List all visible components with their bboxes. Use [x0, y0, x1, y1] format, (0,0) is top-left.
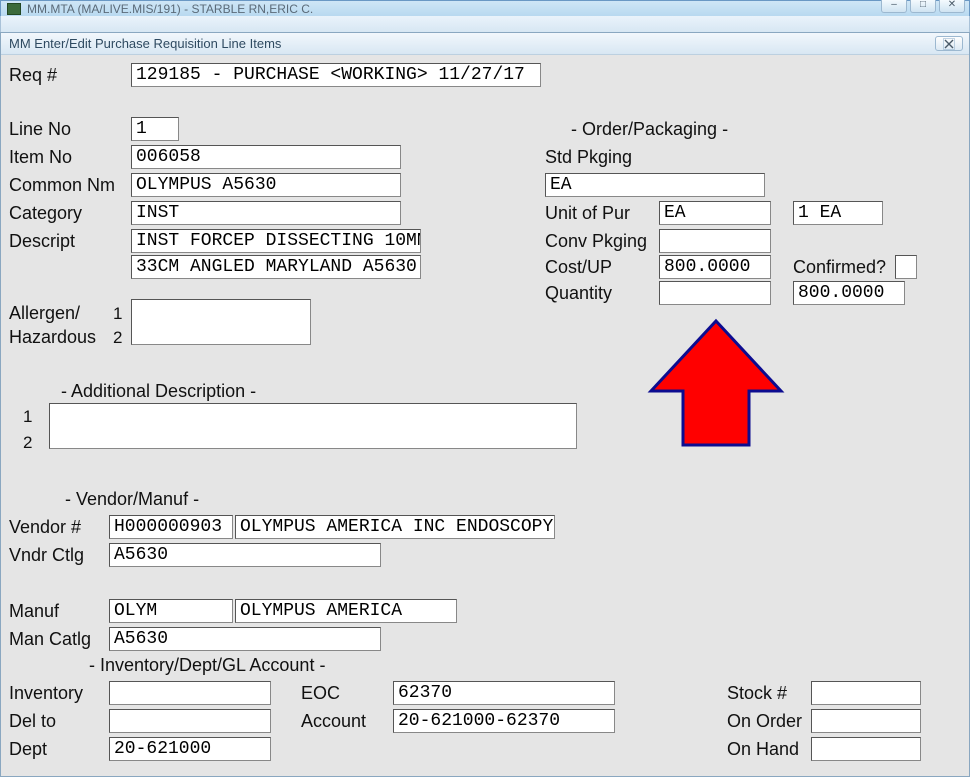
row-number-allergen-2: 2 [113, 328, 122, 348]
field-unit-of-pur[interactable]: EA [659, 201, 771, 225]
label-on-order: On Order [727, 711, 802, 732]
minimize-button[interactable]: – [881, 0, 907, 13]
outer-window-client-strip [0, 16, 970, 32]
field-descript-1[interactable]: INST FORCEP DISSECTING 10MM [131, 229, 421, 253]
close-icon [943, 38, 955, 50]
field-manuf[interactable]: OLYM [109, 599, 233, 623]
field-vndr-ctlg[interactable]: A5630 [109, 543, 381, 567]
label-on-hand: On Hand [727, 739, 799, 760]
label-line-no: Line No [9, 119, 71, 140]
field-account[interactable]: 20-621000-62370 [393, 709, 615, 733]
outer-window-buttons: – □ ✕ [881, 0, 965, 13]
field-eoc[interactable]: 62370 [393, 681, 615, 705]
field-common-nm[interactable]: OLYMPUS A5630 [131, 173, 401, 197]
section-vendor-manuf: - Vendor/Manuf - [65, 489, 199, 510]
label-req-no: Req # [9, 65, 57, 86]
label-account: Account [301, 711, 366, 732]
label-eoc: EOC [301, 683, 340, 704]
row-number-addl-2: 2 [23, 433, 32, 453]
field-line-no[interactable]: 1 [131, 117, 179, 141]
label-del-to: Del to [9, 711, 56, 732]
label-std-pkging: Std Pkging [545, 147, 632, 168]
label-unit-of-pur: Unit of Pur [545, 203, 630, 224]
field-man-catlg[interactable]: A5630 [109, 627, 381, 651]
form-area: Req # 129185 - PURCHASE <WORKING> 11/27/… [1, 55, 969, 776]
field-manuf-name[interactable]: OLYMPUS AMERICA [235, 599, 457, 623]
label-man-catlg: Man Catlg [9, 629, 91, 650]
child-close-button[interactable] [935, 36, 963, 51]
label-cost-up: Cost/UP [545, 257, 612, 278]
field-descript-2[interactable]: 33CM ANGLED MARYLAND A5630 [131, 255, 421, 279]
field-category[interactable]: INST [131, 201, 401, 225]
row-number-allergen-1: 1 [113, 304, 122, 324]
field-std-pkging[interactable]: EA [545, 173, 765, 197]
field-quantity-ext[interactable]: 800.0000 [793, 281, 905, 305]
field-stock-no[interactable] [811, 681, 921, 705]
app-icon [7, 3, 21, 15]
label-manuf: Manuf [9, 601, 59, 622]
field-additional-description[interactable] [49, 403, 577, 449]
field-unit-of-pur-qty[interactable]: 1 EA [793, 201, 883, 225]
label-quantity: Quantity [545, 283, 612, 304]
field-cost-up[interactable]: 800.0000 [659, 255, 771, 279]
field-confirmed[interactable] [895, 255, 917, 279]
row-number-addl-1: 1 [23, 407, 32, 427]
section-order-packaging: - Order/Packaging - [571, 119, 728, 140]
label-common-nm: Common Nm [9, 175, 115, 196]
field-inventory[interactable] [109, 681, 271, 705]
field-item-no[interactable]: 006058 [131, 145, 401, 169]
section-inventory-dept-gl: - Inventory/Dept/GL Account - [89, 655, 325, 676]
field-conv-pkging[interactable] [659, 229, 771, 253]
field-quantity[interactable] [659, 281, 771, 305]
label-stock-no: Stock # [727, 683, 787, 704]
section-additional-description: - Additional Description - [61, 381, 256, 402]
label-allergen: Allergen/ [9, 303, 80, 324]
field-allergen-hazardous[interactable] [131, 299, 311, 345]
label-vndr-ctlg: Vndr Ctlg [9, 545, 84, 566]
child-window-title: MM Enter/Edit Purchase Requisition Line … [9, 36, 281, 51]
child-window: MM Enter/Edit Purchase Requisition Line … [0, 32, 970, 777]
label-hazardous: Hazardous [9, 327, 96, 348]
field-vendor-no[interactable]: H000000903 [109, 515, 233, 539]
label-item-no: Item No [9, 147, 72, 168]
label-inventory: Inventory [9, 683, 83, 704]
field-on-hand[interactable] [811, 737, 921, 761]
label-confirmed: Confirmed? [793, 257, 886, 278]
label-conv-pkging: Conv Pkging [545, 231, 647, 252]
field-del-to[interactable] [109, 709, 271, 733]
close-button[interactable]: ✕ [939, 0, 965, 13]
field-on-order[interactable] [811, 709, 921, 733]
outer-window-titlebar: MM.MTA (MA/LIVE.MIS/191) - STARBLE RN,ER… [0, 0, 970, 16]
child-window-titlebar: MM Enter/Edit Purchase Requisition Line … [1, 33, 969, 55]
field-req-no[interactable]: 129185 - PURCHASE <WORKING> 11/27/17 [131, 63, 541, 87]
label-category: Category [9, 203, 82, 224]
maximize-button[interactable]: □ [910, 0, 936, 13]
label-dept: Dept [9, 739, 47, 760]
field-vendor-name[interactable]: OLYMPUS AMERICA INC ENDOSCOPY [235, 515, 555, 539]
arrow-annotation [641, 313, 791, 453]
field-dept[interactable]: 20-621000 [109, 737, 271, 761]
label-vendor-no: Vendor # [9, 517, 81, 538]
label-descript: Descript [9, 231, 75, 252]
outer-window-title: MM.MTA (MA/LIVE.MIS/191) - STARBLE RN,ER… [27, 2, 313, 16]
